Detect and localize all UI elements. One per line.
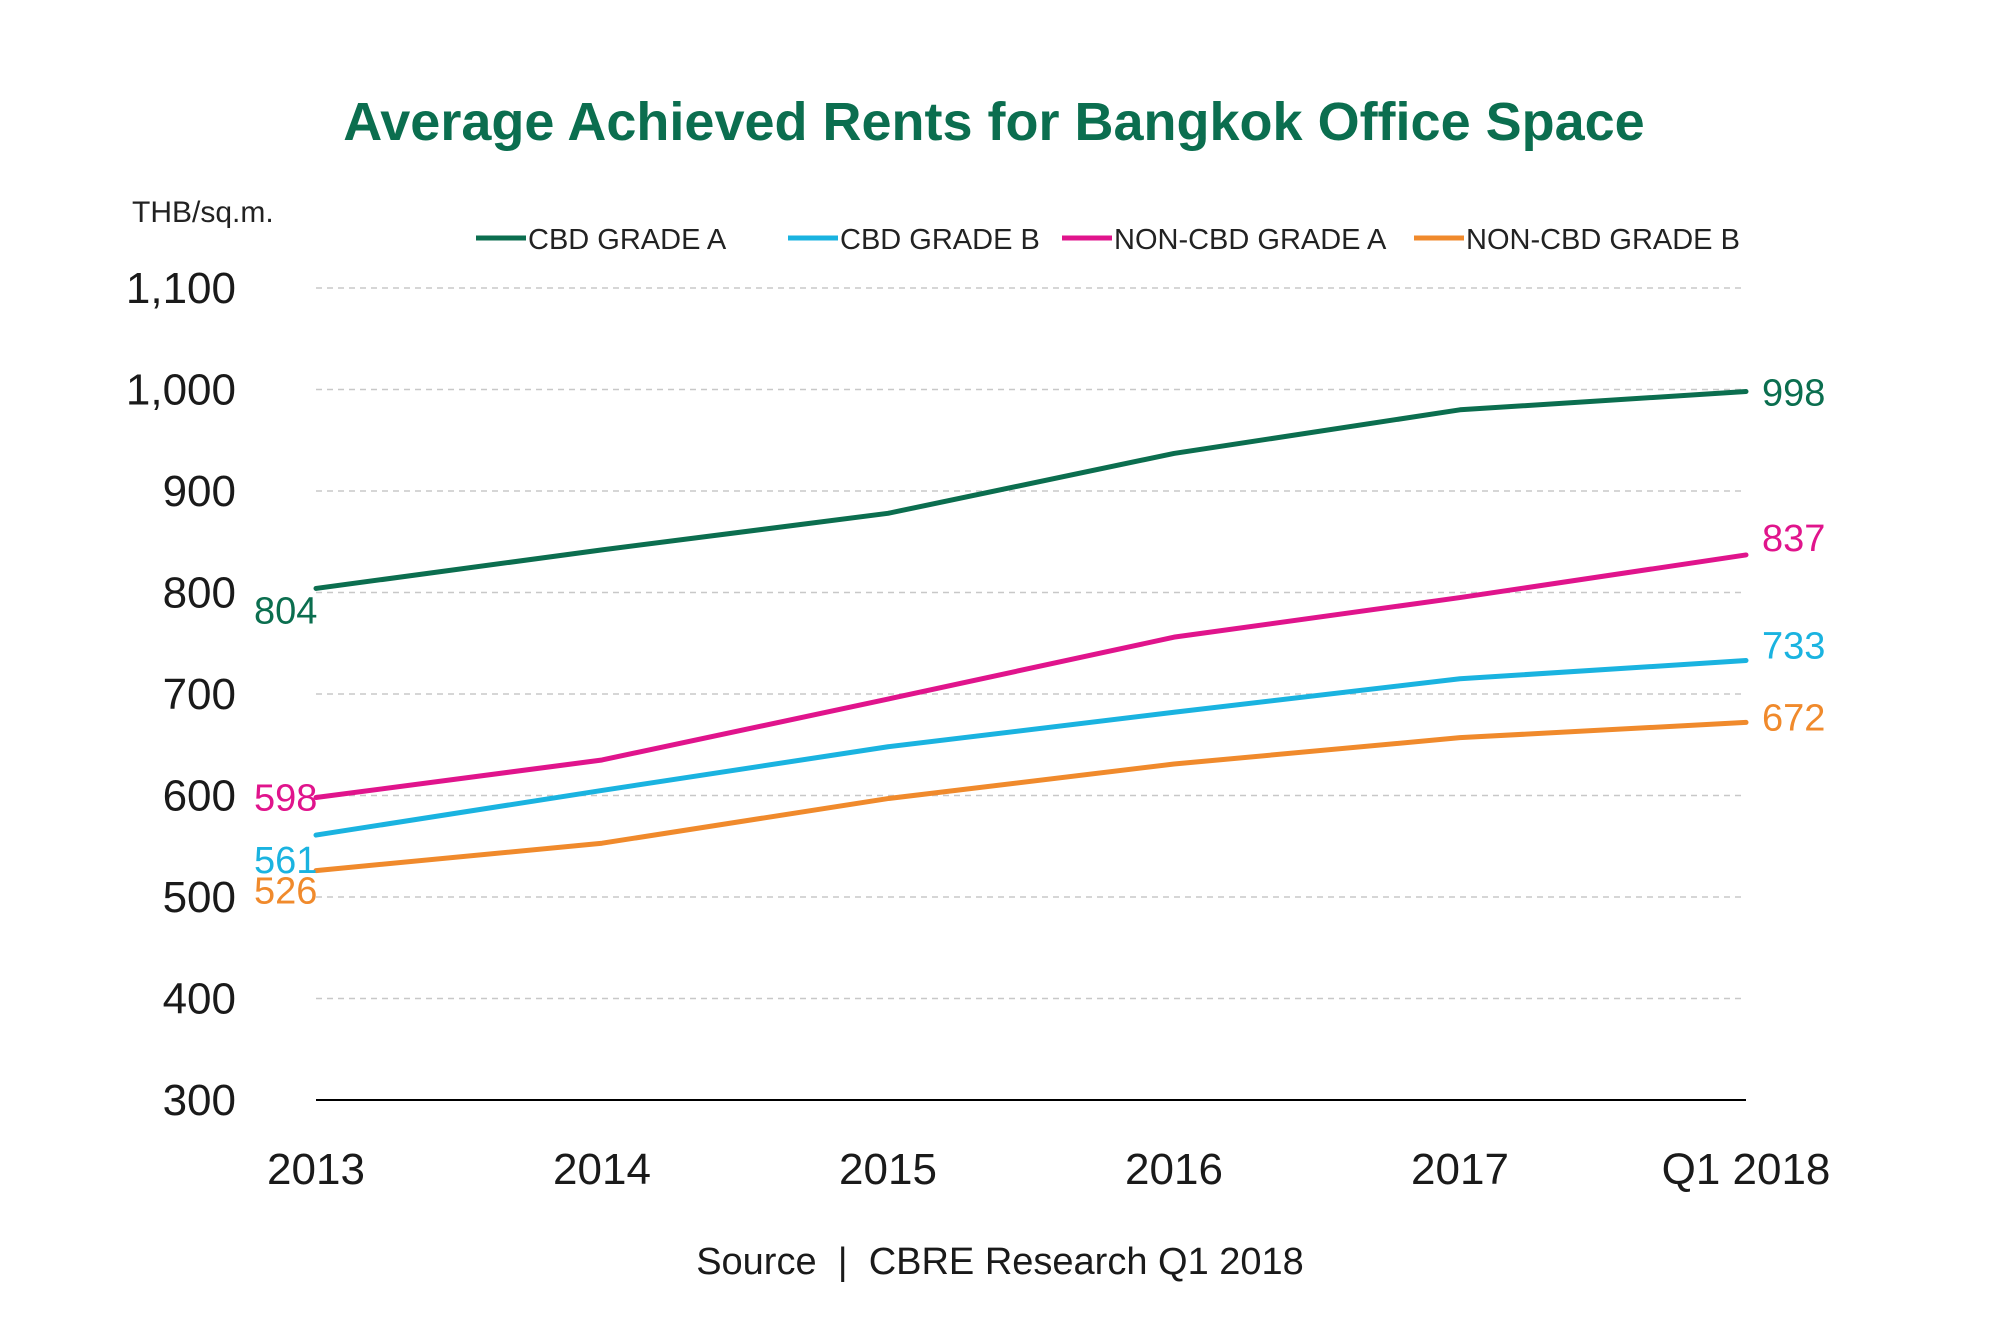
series-line-0 (313, 389, 1749, 591)
y-tick-label: 300 (163, 1076, 236, 1125)
end-value-label: 837 (1762, 518, 1825, 560)
x-tick-label: Q1 2018 (1662, 1145, 1831, 1194)
x-tick-label: 2017 (1411, 1145, 1509, 1194)
data-labels: 804 998 561 733 598 837 526 672 (254, 373, 1825, 913)
legend-label: NON-CBD GRADE B (1466, 224, 1740, 256)
x-tick-label: 2014 (553, 1145, 651, 1194)
end-value-label: 672 (1762, 697, 1825, 739)
start-value-label: 598 (254, 778, 317, 820)
legend: CBD GRADE A CBD GRADE B NON-CBD GRADE A NON… (476, 224, 1740, 256)
start-value-label: 561 (254, 840, 317, 882)
start-value-label: 804 (254, 590, 317, 632)
y-tick-label: 500 (163, 873, 236, 922)
legend-label: CBD GRADE B (840, 224, 1040, 256)
end-value-label: 998 (1762, 373, 1825, 415)
legend-label: NON-CBD GRADE A (1114, 224, 1387, 256)
chart-title: Average Achieved Rents for Bangkok Offic… (343, 92, 1644, 152)
x-axis-ticks: 2013 2014 2015 2016 2017 Q1 2018 (267, 1145, 1830, 1194)
y-tick-label: 900 (163, 467, 236, 516)
legend-label: CBD GRADE A (528, 224, 727, 256)
gridlines (316, 287, 1746, 1000)
y-tick-label: 600 (163, 772, 236, 821)
y-tick-label: 1,100 (126, 264, 236, 313)
x-tick-label: 2016 (1125, 1145, 1223, 1194)
y-tick-label: 400 (163, 975, 236, 1024)
series-line-2 (313, 552, 1749, 801)
y-axis-ticks: 300 400 500 600 700 800 900 1,000 1,100 (126, 264, 236, 1125)
y-axis-unit-label: THB/sq.m. (132, 196, 274, 229)
y-tick-label: 800 (163, 569, 236, 618)
y-tick-label: 700 (163, 670, 236, 719)
start-value-label: 526 (254, 871, 317, 913)
series-line-3 (313, 719, 1749, 874)
series-line-1 (313, 658, 1749, 838)
x-tick-label: 2013 (267, 1145, 365, 1194)
source-note: Source | CBRE Research Q1 2018 (696, 1241, 1304, 1283)
end-value-label: 733 (1762, 626, 1825, 668)
series-lines (313, 389, 1749, 874)
y-tick-label: 1,000 (126, 366, 236, 415)
x-tick-label: 2015 (839, 1145, 937, 1194)
